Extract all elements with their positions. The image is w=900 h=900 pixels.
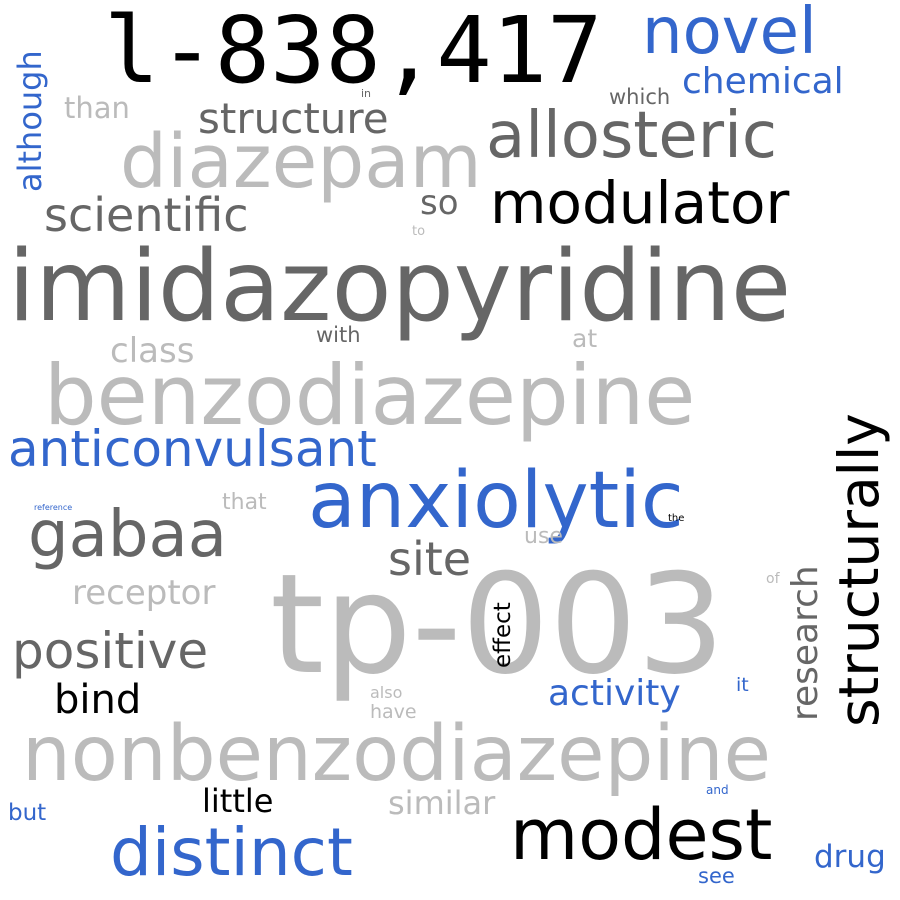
word-imidazopyridine: imidazopyridine — [8, 230, 792, 344]
word-in: in — [361, 87, 372, 100]
word-structure: structure — [198, 94, 389, 143]
word-at: at — [572, 324, 598, 353]
word-although: although — [11, 50, 49, 192]
word-chemical: chemical — [682, 61, 844, 102]
word-see: see — [698, 864, 735, 888]
word-research: research — [785, 565, 826, 721]
word-anticonvulsant: anticonvulsant — [8, 420, 377, 478]
word-reference: reference — [34, 503, 73, 512]
word-drug: drug — [814, 839, 886, 875]
word-receptor: receptor — [72, 573, 216, 613]
word-structurally: structurally — [827, 413, 891, 727]
word-activity: activity — [548, 673, 681, 714]
word-l-838-417: l-838,417 — [104, 0, 603, 104]
word-anxiolytic: anxiolytic — [308, 456, 684, 546]
word-it: it — [736, 674, 749, 696]
word-to: to — [412, 224, 426, 239]
word-which: which — [609, 85, 671, 109]
word-scientific: scientific — [44, 188, 249, 242]
word-have: have — [370, 701, 417, 723]
word-modest: modest — [510, 794, 773, 876]
word-gabaa: gabaa — [28, 498, 227, 572]
word-novel: novel — [642, 0, 817, 69]
word-distinct: distinct — [110, 814, 353, 891]
word-nonbenzodiazepine: nonbenzodiazepine — [22, 710, 771, 799]
word-also: also — [370, 683, 403, 702]
word-so: so — [420, 183, 459, 223]
word-similar: similar — [388, 784, 496, 822]
word-modulator: modulator — [490, 169, 790, 237]
word-bind: bind — [54, 677, 142, 723]
word-tp-003: tp-003 — [270, 544, 725, 705]
word-site: site — [388, 532, 472, 586]
word-that: that — [222, 490, 267, 515]
word-and: and — [706, 783, 729, 797]
word-with: with — [316, 323, 361, 347]
word-allosteric: allosteric — [486, 99, 778, 173]
word-class: class — [110, 331, 195, 371]
word-but: but — [8, 800, 47, 826]
word-benzodiazepine: benzodiazepine — [44, 347, 696, 444]
word-positive: positive — [12, 622, 209, 680]
word-the: the — [668, 513, 685, 524]
word-than: than — [64, 91, 130, 125]
word-use: use — [524, 524, 563, 549]
word-effect: effect — [490, 602, 516, 668]
word-diazepam: diazepam — [120, 119, 482, 205]
word-little: little — [202, 782, 274, 820]
word-of: of — [766, 571, 780, 587]
